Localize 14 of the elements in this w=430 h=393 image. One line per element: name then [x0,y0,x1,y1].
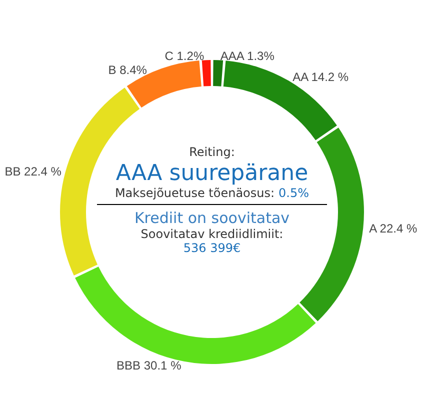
text: 0.5% [278,186,310,200]
text: Krediit on soovitatav [133,209,291,227]
slice-label: B 8.4% [108,63,148,78]
text: Maksejõuetuse tõenäosus: [114,186,275,200]
slice-label: A 22.4 % [369,222,418,236]
slice-label: BBB 30.1 % [116,358,182,372]
text: Soovitatav krediidlimiit: [140,227,284,241]
text: AAA suurepärane [114,161,310,186]
slice-label: AAA 1.3% [220,49,275,64]
slice-label: AA 14.2 % [292,70,349,84]
slice-label: BB 22.4 % [4,164,62,178]
text: 536 399€ [182,241,242,255]
slice-label: C 1.2% [164,49,204,64]
text: Reiting: [188,145,236,159]
